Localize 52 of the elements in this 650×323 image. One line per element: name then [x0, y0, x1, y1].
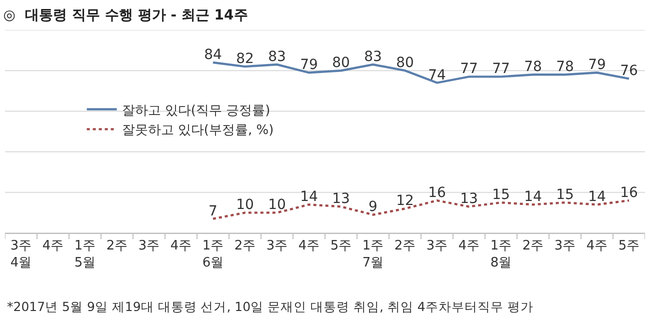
x-tick-label: 2주	[234, 238, 256, 254]
data-label: 80	[332, 55, 350, 72]
data-label: 16	[428, 185, 446, 202]
data-label: 76	[620, 63, 638, 80]
data-label: 14	[300, 189, 318, 206]
chart-title: ◎ 대통령 직무 수행 평가 - 최근 14주	[3, 7, 248, 24]
x-tick-label: 3주 4월	[10, 238, 32, 270]
x-tick-label: 4주	[458, 238, 480, 254]
x-tick-label: 5주	[330, 238, 352, 254]
x-tick-label: 5주	[618, 238, 640, 254]
x-tick-label: 3주	[426, 238, 448, 254]
x-tick-label: 4주	[298, 238, 320, 254]
x-tick-label: 4주	[42, 238, 64, 254]
x-tick-label: 4주	[170, 238, 192, 254]
x-tick-label: 2주	[394, 238, 416, 254]
data-label: 10	[236, 197, 254, 214]
data-label: 14	[588, 189, 606, 206]
x-tick-label: 3주	[554, 238, 576, 254]
data-label: 14	[524, 189, 542, 206]
data-label: 84	[204, 46, 222, 63]
data-label: 7	[208, 203, 218, 220]
data-label: 9	[368, 199, 378, 216]
data-label: 12	[396, 193, 414, 210]
data-label: 74	[428, 67, 446, 84]
text: *2017년 5월 9일 제19대 대통령 선거, 10일 문재인 대통령 취임, 취임 4주차부터직무 평가	[7, 299, 534, 314]
data-label: 10	[268, 197, 286, 214]
legend-label: 잘못하고 있다(부정률, %)	[122, 123, 274, 138]
x-tick-label: 1주 8월	[490, 238, 512, 270]
data-label: 79	[588, 57, 606, 74]
x-tick-label: 3주	[266, 238, 288, 254]
x-tick-label: 2주	[106, 238, 128, 254]
x-tick-label: 3주	[138, 238, 160, 254]
data-label: 78	[524, 59, 542, 76]
data-label: 13	[332, 191, 350, 208]
data-label: 78	[556, 59, 574, 76]
data-label: 15	[556, 187, 574, 204]
data-label: 79	[300, 57, 318, 74]
data-label: 13	[460, 191, 478, 208]
data-label: 83	[268, 49, 286, 66]
data-label: 16	[620, 185, 638, 202]
legend-label: 잘하고 있다(직무 긍정률)	[122, 103, 270, 118]
x-tick-label: 1주 5월	[74, 238, 96, 270]
data-label: 77	[460, 61, 478, 78]
x-tick-label: 2주	[522, 238, 544, 254]
data-label: 15	[492, 187, 510, 204]
data-label: 82	[236, 51, 254, 68]
data-label: 80	[396, 55, 414, 72]
x-tick-label: 4주	[586, 238, 608, 254]
data-label: 83	[364, 49, 382, 66]
x-tick-label: 1주 7월	[362, 238, 384, 270]
x-tick-label: 1주 6월	[202, 238, 224, 270]
data-label: 77	[492, 61, 510, 78]
